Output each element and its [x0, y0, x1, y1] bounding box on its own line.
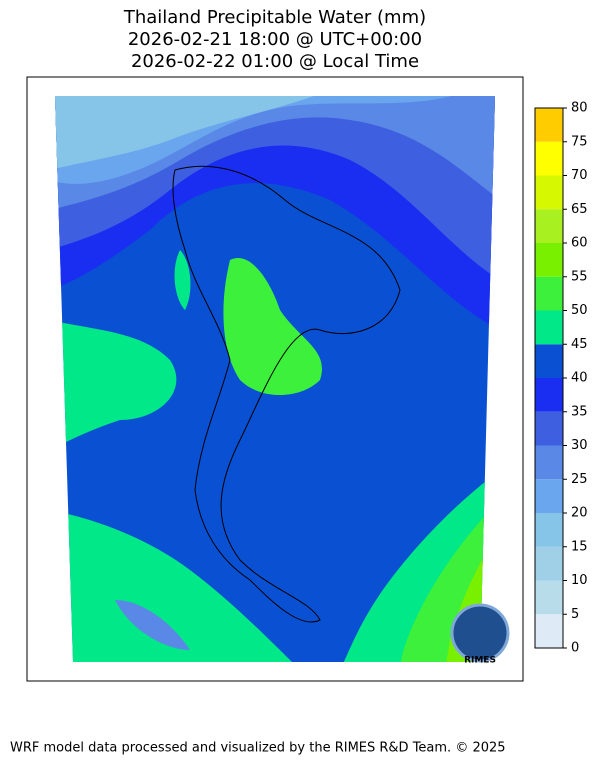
- colorbar-bin: [535, 276, 563, 311]
- colorbar-bin: [535, 445, 563, 480]
- colorbar-tick-label: 75: [571, 134, 588, 149]
- colorbar-bin: [535, 513, 563, 547]
- colorbar-bin: [535, 411, 563, 446]
- colorbar-bin: [535, 546, 563, 581]
- colorbar-tick-label: 40: [571, 371, 588, 386]
- colorbar-tick-label: 60: [571, 236, 588, 251]
- colorbar-tick-label: 10: [571, 573, 588, 588]
- colorbar: 0 5 10 15 20 25 30 35 40 45 50 55 60 65 70 75 80: [534, 101, 588, 656]
- colorbar-tick-label: 30: [571, 438, 588, 453]
- title-line: Thailand Precipitable Water (mm): [123, 7, 426, 28]
- logo-text: RIMES: [464, 656, 496, 666]
- colorbar-tick-label: 0: [571, 641, 579, 656]
- colorbar-bin: [535, 310, 563, 345]
- colorbar-bin: [535, 479, 563, 513]
- title-line: 2026-02-22 01:00 @ Local Time: [131, 51, 419, 72]
- colorbar-bin: [535, 243, 563, 277]
- colorbar-bin: [535, 580, 563, 615]
- colorbar-bin: [535, 141, 563, 176]
- colorbar-bin: [535, 175, 563, 210]
- colorbar-bin: [535, 108, 563, 142]
- colorbar-tick-label: 55: [571, 269, 588, 284]
- map: [55, 96, 495, 662]
- colorbar-tick-label: 5: [571, 607, 579, 622]
- colorbar-tick-label: 70: [571, 168, 588, 183]
- colorbar-bin: [535, 614, 563, 648]
- colorbar-bin: [535, 209, 563, 243]
- colorbar-tick-label: 15: [571, 539, 588, 554]
- colorbar-tick-label: 45: [571, 337, 588, 352]
- logo: [450, 603, 510, 663]
- colorbar-bin: [535, 378, 563, 412]
- footer: WRF model data processed and visualized …: [10, 741, 506, 756]
- colorbar-tick-label: 25: [571, 472, 588, 487]
- colorbar-tick-label: 50: [571, 303, 588, 318]
- title-line: 2026-02-21 18:00 @ UTC+00:00: [128, 29, 422, 50]
- colorbar-tick-label: 35: [571, 404, 588, 419]
- colorbar-tick-label: 20: [571, 506, 588, 521]
- colorbar-tick-label: 80: [571, 101, 588, 116]
- colorbar-tick-label: 65: [571, 202, 588, 217]
- colorbar-bin: [535, 344, 563, 378]
